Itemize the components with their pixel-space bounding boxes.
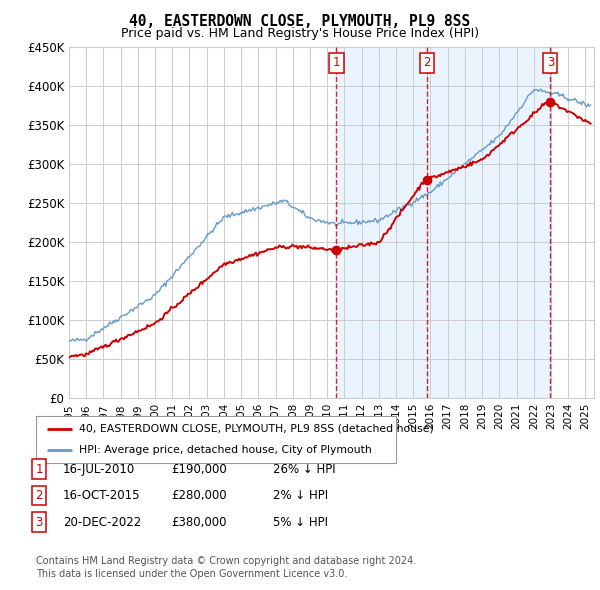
Text: £380,000: £380,000 <box>171 516 227 529</box>
Text: Contains HM Land Registry data © Crown copyright and database right 2024.: Contains HM Land Registry data © Crown c… <box>36 556 416 566</box>
Bar <box>427 47 550 398</box>
Text: 2: 2 <box>423 56 431 69</box>
Text: £280,000: £280,000 <box>171 489 227 502</box>
Text: HPI: Average price, detached house, City of Plymouth: HPI: Average price, detached house, City… <box>79 445 372 455</box>
Text: 40, EASTERDOWN CLOSE, PLYMOUTH, PL9 8SS (detached house): 40, EASTERDOWN CLOSE, PLYMOUTH, PL9 8SS … <box>79 424 434 434</box>
Bar <box>337 47 427 398</box>
Text: 2: 2 <box>35 489 43 502</box>
Text: 1: 1 <box>35 463 43 476</box>
Text: 3: 3 <box>547 56 554 69</box>
Text: This data is licensed under the Open Government Licence v3.0.: This data is licensed under the Open Gov… <box>36 569 347 579</box>
Text: 5% ↓ HPI: 5% ↓ HPI <box>273 516 328 529</box>
Text: 26% ↓ HPI: 26% ↓ HPI <box>273 463 335 476</box>
Text: 2% ↓ HPI: 2% ↓ HPI <box>273 489 328 502</box>
Text: 16-JUL-2010: 16-JUL-2010 <box>63 463 135 476</box>
Text: 16-OCT-2015: 16-OCT-2015 <box>63 489 140 502</box>
Text: 1: 1 <box>333 56 340 69</box>
Text: Price paid vs. HM Land Registry's House Price Index (HPI): Price paid vs. HM Land Registry's House … <box>121 27 479 40</box>
Text: 3: 3 <box>35 516 43 529</box>
Text: 40, EASTERDOWN CLOSE, PLYMOUTH, PL9 8SS: 40, EASTERDOWN CLOSE, PLYMOUTH, PL9 8SS <box>130 14 470 29</box>
Text: £190,000: £190,000 <box>171 463 227 476</box>
Text: 20-DEC-2022: 20-DEC-2022 <box>63 516 141 529</box>
